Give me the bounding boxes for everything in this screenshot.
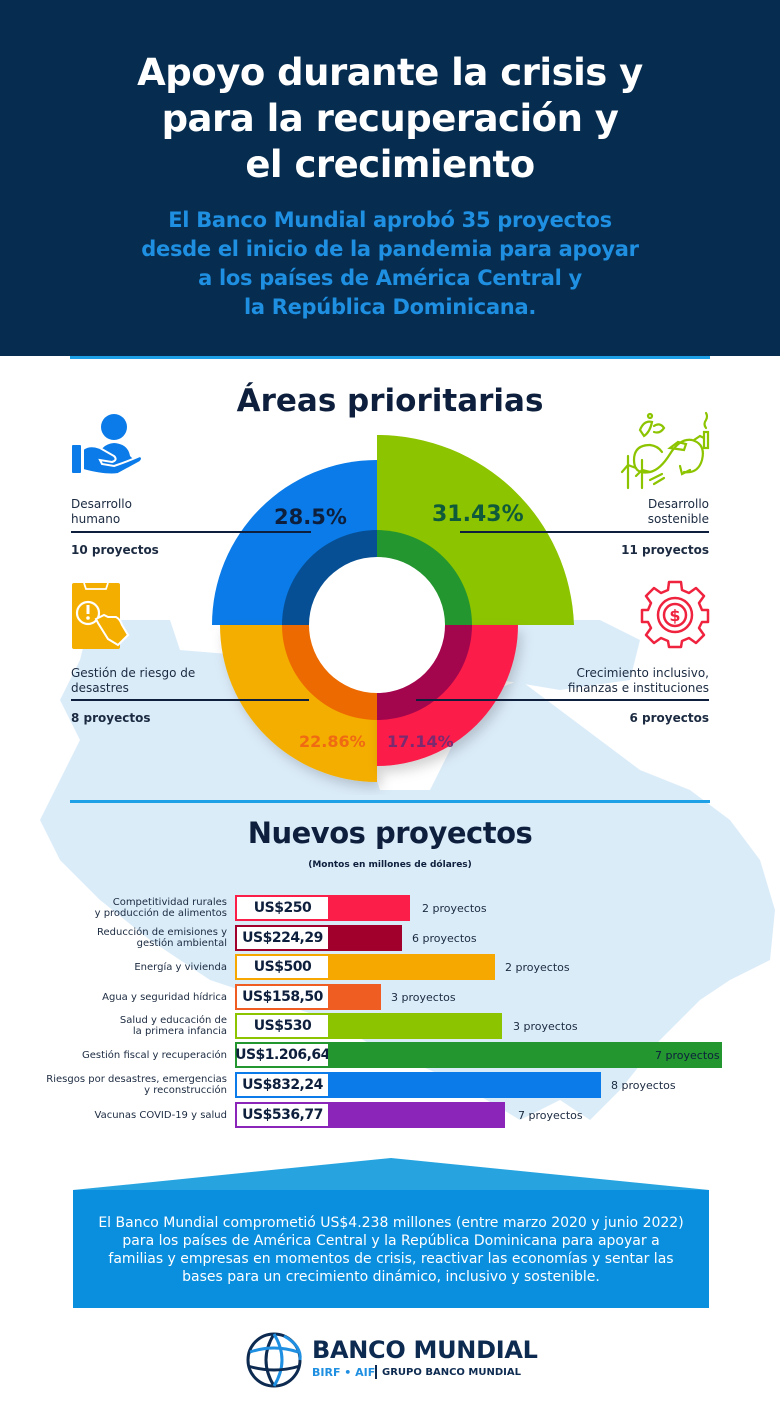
page-subtitle: El Banco Mundial aprobó 35 proyectos des… [141, 208, 639, 319]
logo-separator [375, 1365, 377, 1379]
logo-name: BANCO MUNDIAL [312, 1336, 538, 1364]
donut-chart [212, 434, 574, 782]
bar-label: Agua y seguridad hídrica [102, 991, 227, 1003]
area-count-gestion-riesgo: 8 proyectos [71, 711, 151, 725]
logo-sub-left: BIRF • AIF [312, 1366, 376, 1379]
bar-row: Competitividad rurales y producción de al… [0, 895, 780, 921]
area-label-desarrollo-humano: Desarrollo humano [71, 497, 132, 526]
areas-title: Áreas prioritarias [236, 383, 544, 419]
svg-text:$: $ [669, 606, 680, 625]
alert-clipboard-icon [72, 583, 130, 649]
bar-row: Gestión fiscal y recuperación US$1.206,6… [0, 1042, 780, 1068]
bar: US$500 [235, 954, 495, 980]
world-bank-logo: BANCO MUNDIAL BIRF • AIF GRUPO BANCO MUN… [244, 1330, 544, 1390]
summary-callout: El Banco Mundial comprometió US$4.238 mi… [73, 1190, 709, 1308]
bar-row: Energía y vivienda US$500 2 proyectos [0, 954, 780, 980]
bar-label: Salud y educación de la primera infancia [119, 1015, 227, 1037]
bar: US$536,77 [235, 1102, 505, 1128]
hero-banner: Apoyo durante la crisis y para la recupe… [0, 0, 780, 356]
bar-project-count: 7 proyectos [655, 1048, 720, 1062]
bar-project-count: 8 proyectos [611, 1078, 676, 1092]
projects-subtitle: (Montos en millones de dólares) [308, 860, 472, 870]
callout-roof [73, 1158, 709, 1190]
area-count-desarrollo-sostenible: 11 proyectos [621, 543, 709, 557]
divider [70, 800, 710, 803]
bar-label: Riesgos por desastres, emergencias y reco… [46, 1074, 227, 1096]
bar: US$250 [235, 895, 410, 921]
bar-label: Energía y vivienda [134, 961, 227, 973]
page-title: Apoyo durante la crisis y para la recupe… [137, 51, 643, 186]
bar: US$530 [235, 1013, 502, 1039]
leader-line [71, 531, 311, 533]
bar-row: Agua y seguridad hídrica US$158,50 3 pro… [0, 984, 780, 1010]
bar: US$224,29 [235, 925, 402, 951]
area-label-gestion-riesgo: Gestión de riesgo de desastres [71, 666, 196, 695]
map-background [40, 620, 775, 1120]
area-count-crecimiento-inclusivo: 6 proyectos [629, 711, 709, 725]
bar-label: Gestión fiscal y recuperación [82, 1049, 227, 1061]
leader-line [416, 699, 709, 701]
globe-icon [246, 1332, 302, 1388]
gear-dollar-icon: $ [640, 580, 710, 649]
leader-line [460, 531, 709, 533]
bar-project-count: 3 proyectos [391, 990, 456, 1004]
bar-project-count: 3 proyectos [513, 1019, 578, 1033]
pct-crecimiento-inclusivo: 17.14% [387, 732, 454, 751]
bar-row: Reducción de emisiones y gestión ambienta… [0, 925, 780, 951]
sustainability-infinity-icon [620, 411, 710, 490]
bar-row: Vacunas COVID-19 y salud US$536,77 7 pro… [0, 1102, 780, 1128]
projects-title: Nuevos proyectos [247, 816, 533, 850]
divider [70, 356, 710, 359]
bar-label: Competitividad rurales y producción de al… [94, 897, 227, 919]
bar-row: Riesgos por desastres, emergencias y reco… [0, 1072, 780, 1098]
bar-label: Vacunas COVID-19 y salud [94, 1109, 227, 1121]
pct-desarrollo-humano: 28.5% [274, 505, 347, 529]
bar-label: Reducción de emisiones y gestión ambienta… [97, 927, 227, 949]
leader-line [71, 699, 309, 701]
bar: US$158,50 [235, 984, 381, 1010]
bar: US$1.206,64 [235, 1042, 722, 1068]
bar-project-count: 2 proyectos [505, 960, 570, 974]
bar-row: Salud y educación de la primera infancia … [0, 1013, 780, 1039]
area-count-desarrollo-humano: 10 proyectos [71, 543, 159, 557]
bar-project-count: 6 proyectos [412, 931, 477, 945]
pct-gestion-riesgo: 22.86% [299, 732, 366, 751]
bar-project-count: 2 proyectos [422, 901, 487, 915]
bar: US$832,24 [235, 1072, 601, 1098]
area-label-desarrollo-sostenible: Desarrollo sostenible [647, 497, 709, 526]
bar-project-count: 7 proyectos [518, 1108, 583, 1122]
area-label-crecimiento-inclusivo: Crecimiento inclusivo, finanzas e instit… [567, 666, 709, 695]
hand-person-icon [72, 414, 143, 476]
logo-sub-right: GRUPO BANCO MUNDIAL [382, 1367, 521, 1378]
pct-desarrollo-sostenible: 31.43% [432, 502, 524, 527]
